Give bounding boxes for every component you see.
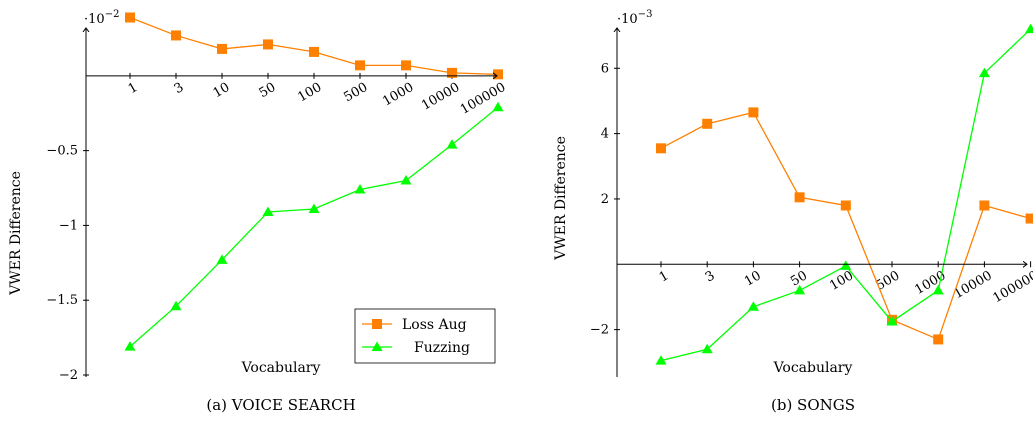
series-group-a xyxy=(124,12,504,351)
y-tick-label: −1.5 xyxy=(46,293,78,308)
y-ticks-b: −2 2 4 6 xyxy=(590,61,620,338)
x-tick-label: 10 xyxy=(742,268,764,289)
legend: Loss Aug Fuzzing xyxy=(354,308,496,364)
data-point-loss-aug xyxy=(447,67,457,78)
data-point-loss-aug xyxy=(979,200,990,211)
data-point-fuzzing xyxy=(794,284,806,295)
x-tick-label: 1000 xyxy=(380,80,416,110)
x-tick-label: 50 xyxy=(257,80,279,101)
legend-label-loss-aug: Loss Aug xyxy=(402,317,467,333)
data-point-loss-aug xyxy=(933,334,944,345)
data-point-fuzzing xyxy=(886,315,898,326)
x-tick-label: 1 xyxy=(657,268,672,285)
y-tick-label: −0.5 xyxy=(46,144,78,159)
data-point-loss-aug xyxy=(355,60,365,71)
data-point-fuzzing xyxy=(308,203,320,213)
x-tick-label: 3 xyxy=(703,268,718,285)
y-tick-label: −2 xyxy=(590,323,609,338)
data-point-fuzzing xyxy=(446,139,458,149)
data-point-fuzzing xyxy=(978,67,990,78)
data-point-loss-aug xyxy=(171,30,181,41)
y-exponent-label-a: ·10−2 xyxy=(84,9,119,27)
data-point-fuzzing xyxy=(1025,23,1033,34)
data-point-loss-aug xyxy=(125,12,135,23)
x-tick-label: 1 xyxy=(126,80,141,97)
data-point-fuzzing xyxy=(932,284,944,295)
legend-label-fuzzing: Fuzzing xyxy=(414,340,470,356)
caption-b: (b) SONGS xyxy=(771,396,855,414)
y-tick-label: 4 xyxy=(601,127,609,142)
x-tick-label: 500 xyxy=(341,80,370,105)
x-tick-label: 100 xyxy=(295,80,324,105)
data-point-fuzzing xyxy=(701,343,713,354)
x-tick-label: 3 xyxy=(172,80,187,97)
data-point-fuzzing xyxy=(492,101,504,112)
y-tick-label: 2 xyxy=(601,192,609,207)
data-point-fuzzing xyxy=(655,355,667,365)
data-point-loss-aug xyxy=(656,143,666,154)
data-point-loss-aug xyxy=(840,200,851,211)
axes-1 xyxy=(617,28,1027,377)
data-point-fuzzing xyxy=(747,301,759,311)
data-point-loss-aug xyxy=(401,60,411,71)
legend-box xyxy=(354,308,496,364)
data-point-fuzzing xyxy=(840,260,852,270)
axes-0 xyxy=(86,28,497,377)
x-tick-label: 1000 xyxy=(912,268,948,298)
data-point-loss-aug xyxy=(309,46,319,57)
data-point-loss-aug xyxy=(1025,213,1033,224)
data-point-loss-aug xyxy=(493,69,503,80)
y-tick-label: −2 xyxy=(59,368,78,383)
caption-a: (a) VOICE SEARCH xyxy=(206,396,355,414)
data-point-fuzzing xyxy=(262,206,274,216)
y-ticks-a: −2 −1.5 −1 −0.5 xyxy=(46,144,89,383)
y-tick-label: −1 xyxy=(59,218,78,233)
x-tick-label: 10 xyxy=(211,80,233,101)
x-tick-label: 10000 xyxy=(419,80,462,114)
series-line-loss-aug xyxy=(660,111,1031,341)
data-point-loss-aug xyxy=(263,39,273,50)
data-point-fuzzing xyxy=(354,184,366,194)
data-point-fuzzing xyxy=(400,175,412,185)
y-axis-label-b: VWER Difference xyxy=(553,136,569,261)
x-axis-label-a: Vocabulary xyxy=(241,360,321,376)
chart-voice-search: ·10−2 −2−1.5−1−0.5 1 3 10 50 100 500 1000 10000… xyxy=(8,9,508,414)
data-point-fuzzing xyxy=(124,341,136,351)
data-point-fuzzing xyxy=(170,300,182,311)
x-tick-label: 10000 xyxy=(951,268,994,302)
y-tick-label: 6 xyxy=(601,61,609,76)
series-line-fuzzing xyxy=(660,28,1032,362)
legend-marker-loss-aug xyxy=(372,319,382,329)
series-line-loss-aug xyxy=(129,16,499,75)
data-point-loss-aug xyxy=(794,192,805,203)
x-axis-label-b: Vocabulary xyxy=(773,360,853,376)
y-axis-label-a: VWER Difference xyxy=(8,171,24,296)
data-point-fuzzing xyxy=(216,254,228,264)
x-tick-label: 500 xyxy=(873,268,902,293)
x-tick-label: 50 xyxy=(788,268,810,289)
data-point-loss-aug xyxy=(702,118,713,129)
x-tick-label: 100000 xyxy=(458,80,508,118)
data-point-loss-aug xyxy=(748,107,759,118)
series-group-b xyxy=(655,23,1033,365)
legend-marker-fuzzing xyxy=(371,341,383,351)
y-exponent-label-b: ·10−3 xyxy=(617,9,652,27)
data-point-loss-aug xyxy=(217,43,227,54)
x-tick-label: 100000 xyxy=(991,268,1033,306)
